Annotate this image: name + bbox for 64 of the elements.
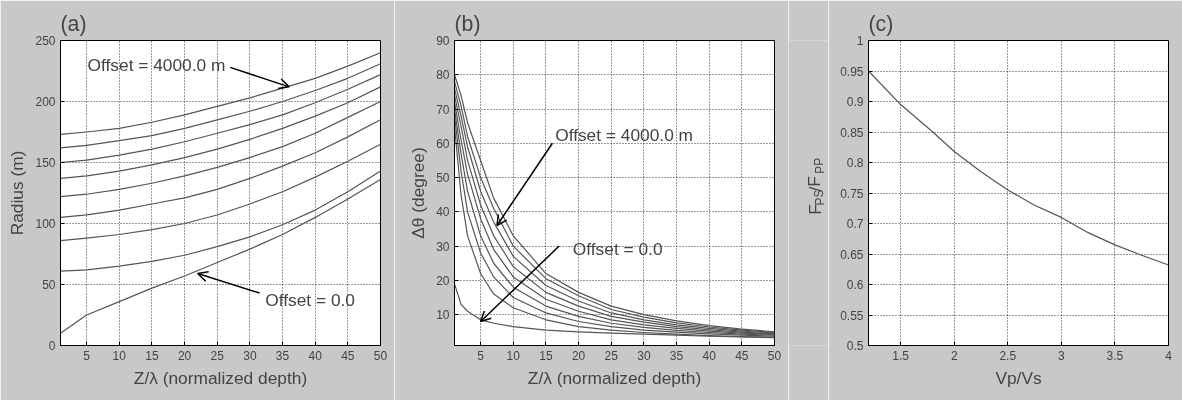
chart-title: (c) [868, 11, 894, 36]
y-tick-label: 0.8 [846, 156, 864, 170]
x-tick-label: 20 [177, 348, 192, 363]
x-tick-label: 35 [275, 348, 290, 363]
y-tick-label: 0.95 [840, 64, 864, 79]
x-tick-label: 2.5 [999, 348, 1017, 363]
y-tick-label: 100 [35, 217, 56, 231]
x-tick-label: 50 [373, 348, 388, 363]
annotation: Offset = 4000.0 m [87, 54, 226, 75]
x-tick-label: 15 [539, 348, 553, 363]
chart-title: (a) [60, 11, 87, 36]
y-tick-label: 80 [436, 68, 450, 83]
x-tick-label: 30 [243, 348, 257, 363]
y-tick-label: 0 [48, 339, 56, 353]
y-tick-label: 0.55 [840, 308, 864, 323]
y-tick-label: 0.7 [846, 217, 864, 231]
y-tick-label: 90 [436, 34, 450, 48]
y-tick-label: 200 [35, 95, 56, 109]
y-tick-label: 10 [436, 308, 450, 323]
x-tick-label: 40 [702, 348, 717, 363]
y-tick-label: 50 [436, 171, 450, 186]
annotation: Offset = 0.0 [265, 290, 355, 311]
y-tick-label: 0.6 [846, 278, 864, 292]
x-tick-label: 25 [604, 348, 619, 363]
x-tick-label: 3 [1058, 348, 1066, 363]
x-axis-title: Z/λ (normalized depth) [527, 367, 702, 388]
y-tick-label: 0.5 [846, 339, 864, 353]
chart-title: (b) [454, 11, 481, 36]
y-tick-label: 20 [436, 273, 450, 288]
y-tick-label: 1 [856, 34, 864, 48]
x-tick-label: 15 [145, 348, 159, 363]
x-tick-label: 40 [308, 348, 323, 363]
x-tick-label: 3.5 [1106, 348, 1124, 363]
x-tick-label: 1.5 [892, 348, 910, 363]
y-tick-label: 0.65 [840, 247, 864, 262]
y-tick-label: 60 [436, 136, 450, 151]
x-tick-label: 2 [950, 348, 958, 363]
x-tick-label: 20 [571, 348, 586, 363]
y-tick-label: 70 [436, 102, 450, 117]
x-tick-label: 10 [506, 348, 521, 363]
y-tick-label: 0.9 [846, 95, 864, 109]
x-axis-title: Z/λ (normalized depth) [133, 367, 308, 388]
y-axis-title: Δθ (degree) [408, 147, 429, 239]
y-tick-label: 0.75 [840, 186, 864, 201]
y-axis-title: Radius (m) [7, 150, 28, 236]
y-tick-label: 30 [436, 239, 450, 254]
y-tick-label: 0.85 [840, 125, 864, 140]
x-tick-label: 30 [637, 348, 651, 363]
x-tick-label: 5 [477, 348, 485, 363]
x-tick-label: 35 [669, 348, 684, 363]
x-tick-label: 50 [767, 348, 782, 363]
x-axis-title: Vp/Vs [995, 367, 1042, 388]
x-tick-label: 10 [112, 348, 127, 363]
annotation: Offset = 4000.0 m [555, 125, 694, 146]
y-tick-label: 250 [35, 34, 56, 48]
y-tick-label: 40 [436, 205, 450, 220]
x-tick-label: 45 [341, 348, 355, 363]
y-tick-label: 150 [35, 156, 56, 170]
x-tick-label: 5 [83, 348, 91, 363]
x-tick-label: 4 [1165, 348, 1173, 363]
y-tick-label: 50 [42, 278, 56, 292]
x-tick-label: 25 [210, 348, 225, 363]
x-tick-label: 45 [735, 348, 749, 363]
annotation: Offset = 0.0 [572, 239, 663, 260]
